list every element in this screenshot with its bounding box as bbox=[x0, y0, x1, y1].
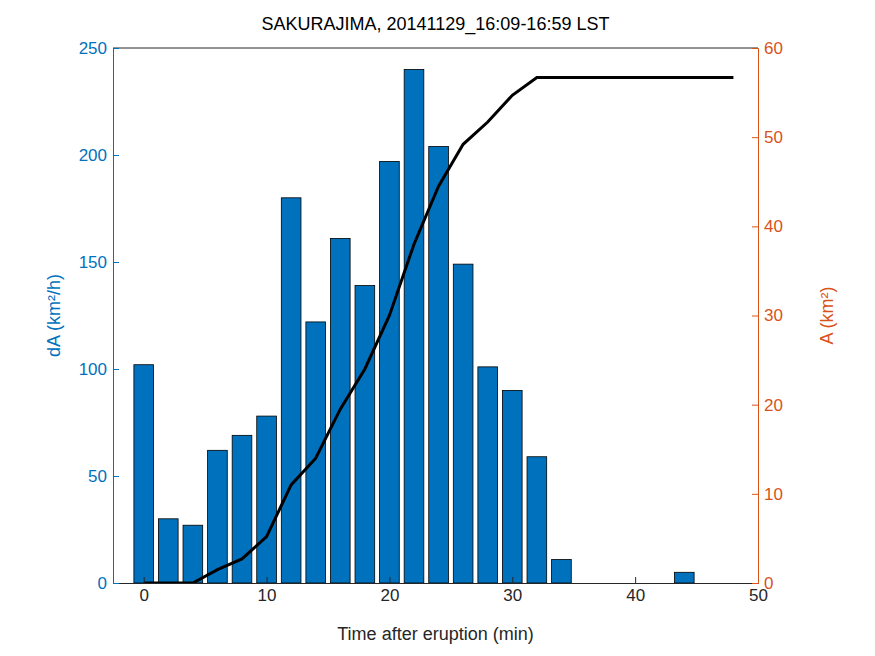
title: SAKURAJIMA, 20141129_16:09-16:59 LST bbox=[262, 14, 610, 35]
tick-label: 40 bbox=[764, 217, 783, 236]
bar bbox=[601, 583, 621, 584]
y2-axis: 0 10 20 30 40 50 60 bbox=[752, 39, 783, 593]
tick: 100 bbox=[79, 360, 119, 379]
tick-mark bbox=[389, 577, 390, 583]
tick-mark bbox=[752, 405, 758, 406]
bar bbox=[650, 583, 670, 584]
bar bbox=[380, 161, 400, 583]
tick-mark bbox=[752, 316, 758, 317]
bar bbox=[502, 390, 522, 583]
bar bbox=[674, 572, 694, 583]
tick-mark bbox=[752, 226, 758, 227]
chart: 010203040500501001502002500102030405060S… bbox=[0, 0, 875, 656]
tick: 30 bbox=[503, 577, 522, 605]
plot: 010203040500501001502002500102030405060 bbox=[79, 39, 783, 605]
bar bbox=[576, 583, 596, 584]
tick-mark bbox=[512, 577, 513, 583]
tick-label: 0 bbox=[139, 586, 148, 605]
tick: 50 bbox=[752, 128, 783, 147]
tick-label: 40 bbox=[626, 586, 645, 605]
bar bbox=[257, 416, 277, 583]
tick-label: 10 bbox=[258, 586, 277, 605]
bar bbox=[208, 450, 228, 583]
bar bbox=[527, 457, 547, 583]
tick-label: 30 bbox=[764, 306, 783, 325]
tick: 20 bbox=[752, 396, 783, 415]
bar bbox=[552, 559, 572, 583]
tick: 50 bbox=[88, 467, 119, 486]
bar bbox=[158, 519, 178, 583]
axis-line bbox=[114, 577, 759, 584]
tick-mark bbox=[752, 48, 758, 49]
tick-label: 50 bbox=[88, 467, 107, 486]
tick: 0 bbox=[139, 577, 148, 605]
frame bbox=[113, 48, 758, 49]
x-axis: 01020304050 bbox=[114, 577, 768, 605]
tick-label: 50 bbox=[764, 128, 783, 147]
tick-mark bbox=[752, 137, 758, 138]
tick-mark bbox=[752, 583, 758, 584]
marks bbox=[134, 69, 734, 583]
tick-mark bbox=[752, 494, 758, 495]
tick-label: 250 bbox=[79, 39, 107, 58]
bar bbox=[306, 322, 326, 583]
tick-label: 100 bbox=[79, 360, 107, 379]
tick-label: 60 bbox=[764, 39, 783, 58]
y-axis: 0 50 100 150 200 250 bbox=[79, 39, 119, 593]
tick: 20 bbox=[380, 577, 399, 605]
tick: 200 bbox=[79, 146, 119, 165]
tick: 30 bbox=[752, 306, 783, 325]
tick: 10 bbox=[752, 485, 783, 504]
tick-mark bbox=[113, 583, 119, 584]
bar bbox=[281, 198, 301, 583]
tick-label: 0 bbox=[764, 574, 773, 593]
tick: 150 bbox=[79, 253, 119, 272]
tick-label: 20 bbox=[764, 396, 783, 415]
tick-mark bbox=[113, 476, 119, 477]
tick-mark bbox=[113, 262, 119, 263]
tick: 0 bbox=[752, 574, 773, 593]
tick-label: 200 bbox=[79, 146, 107, 165]
tick-mark bbox=[113, 369, 119, 370]
axis-line bbox=[752, 49, 759, 584]
bar bbox=[183, 525, 203, 583]
tick: 250 bbox=[79, 39, 119, 58]
tick: 60 bbox=[752, 39, 783, 58]
tick-mark bbox=[635, 577, 636, 583]
tick-label: 150 bbox=[79, 253, 107, 272]
tick-mark bbox=[113, 48, 119, 49]
tick-mark bbox=[113, 155, 119, 156]
bar bbox=[453, 264, 473, 583]
bar bbox=[404, 69, 424, 583]
x-axis-title: Time after eruption (min) bbox=[337, 624, 533, 644]
bar bbox=[625, 583, 645, 584]
tick: 10 bbox=[258, 577, 277, 605]
tick: 40 bbox=[752, 217, 783, 236]
tick-label: 20 bbox=[380, 586, 399, 605]
axis-line bbox=[114, 49, 120, 584]
bar bbox=[355, 286, 375, 583]
bar bbox=[429, 146, 449, 583]
y2-axis-title: A (km²) bbox=[817, 287, 837, 345]
tick-mark bbox=[144, 577, 145, 583]
tick-label: 30 bbox=[503, 586, 522, 605]
tick: 0 bbox=[98, 574, 119, 593]
bar bbox=[134, 365, 154, 583]
tick-label: 0 bbox=[98, 574, 107, 593]
y-axis-title: dA (km²/h) bbox=[44, 274, 64, 357]
tick-label: 10 bbox=[764, 485, 783, 504]
tick-mark bbox=[267, 577, 268, 583]
bar bbox=[478, 367, 498, 583]
line bbox=[144, 77, 734, 583]
tick: 40 bbox=[626, 577, 645, 605]
